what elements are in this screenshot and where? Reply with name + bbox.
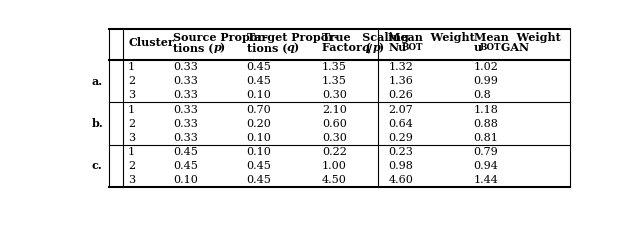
Text: 1.44: 1.44 <box>474 175 499 185</box>
Text: GAN: GAN <box>497 42 529 53</box>
Text: 0.64: 0.64 <box>388 119 413 129</box>
Text: 3: 3 <box>128 133 135 143</box>
Text: 1.36: 1.36 <box>388 76 413 86</box>
Text: 2: 2 <box>128 76 135 86</box>
Text: 1: 1 <box>128 147 135 157</box>
Text: BOT: BOT <box>402 43 423 52</box>
Text: Source Propor-: Source Propor- <box>173 32 268 43</box>
Text: 0.33: 0.33 <box>173 90 198 100</box>
Text: 0.33: 0.33 <box>173 105 198 115</box>
Text: 0.26: 0.26 <box>388 90 413 100</box>
Text: True   Scaling: True Scaling <box>322 32 409 43</box>
Text: 0.8: 0.8 <box>474 90 492 100</box>
Text: 2: 2 <box>128 161 135 171</box>
Text: 0.10: 0.10 <box>246 133 271 143</box>
Text: 1.02: 1.02 <box>474 62 499 72</box>
Text: q: q <box>287 42 294 53</box>
Text: 0.30: 0.30 <box>322 133 347 143</box>
Text: Mean  Weight: Mean Weight <box>474 32 561 43</box>
Text: BOT: BOT <box>480 43 501 52</box>
Text: tions (: tions ( <box>173 42 214 53</box>
Text: 1.18: 1.18 <box>474 105 499 115</box>
Text: 0.94: 0.94 <box>474 161 499 171</box>
Text: 0.22: 0.22 <box>322 147 347 157</box>
Text: /: / <box>368 42 372 53</box>
Text: Mean  Weight: Mean Weight <box>388 32 475 43</box>
Text: ): ) <box>378 42 383 53</box>
Text: Nu: Nu <box>388 42 406 53</box>
Text: 0.10: 0.10 <box>246 90 271 100</box>
Text: 0.29: 0.29 <box>388 133 413 143</box>
Text: b.: b. <box>92 118 104 129</box>
Text: 0.98: 0.98 <box>388 161 413 171</box>
Text: 1.32: 1.32 <box>388 62 413 72</box>
Text: 0.30: 0.30 <box>322 90 347 100</box>
Text: 0.45: 0.45 <box>246 76 271 86</box>
Text: u: u <box>474 42 482 53</box>
Text: q: q <box>362 42 370 53</box>
Text: 0.10: 0.10 <box>173 175 198 185</box>
Text: 0.33: 0.33 <box>173 62 198 72</box>
Text: 0.45: 0.45 <box>173 161 198 171</box>
Text: p: p <box>373 42 381 53</box>
Text: 0.88: 0.88 <box>474 119 499 129</box>
Text: a.: a. <box>92 76 103 87</box>
Text: 1.35: 1.35 <box>322 62 347 72</box>
Text: 1.00: 1.00 <box>322 161 347 171</box>
Text: 0.70: 0.70 <box>246 105 271 115</box>
Text: Cluster: Cluster <box>128 37 174 48</box>
Text: 0.81: 0.81 <box>474 133 499 143</box>
Text: 2: 2 <box>128 119 135 129</box>
Text: 0.10: 0.10 <box>246 147 271 157</box>
Text: 1: 1 <box>128 62 135 72</box>
Text: 0.79: 0.79 <box>474 147 499 157</box>
Text: 0.20: 0.20 <box>246 119 271 129</box>
Text: 0.33: 0.33 <box>173 76 198 86</box>
Text: 0.45: 0.45 <box>173 147 198 157</box>
Text: p: p <box>213 42 221 53</box>
Text: 2.10: 2.10 <box>322 105 347 115</box>
Text: 3: 3 <box>128 90 135 100</box>
Text: 0.60: 0.60 <box>322 119 347 129</box>
Text: 4.60: 4.60 <box>388 175 413 185</box>
Text: 4.50: 4.50 <box>322 175 347 185</box>
Text: 1: 1 <box>128 105 135 115</box>
Text: 0.45: 0.45 <box>246 175 271 185</box>
Text: Factor (: Factor ( <box>322 42 371 53</box>
Text: 0.45: 0.45 <box>246 62 271 72</box>
Text: Target Propor-: Target Propor- <box>246 32 339 43</box>
Text: 0.33: 0.33 <box>173 119 198 129</box>
Text: ): ) <box>293 42 298 53</box>
Text: 0.45: 0.45 <box>246 161 271 171</box>
Text: 3: 3 <box>128 175 135 185</box>
Text: 0.23: 0.23 <box>388 147 413 157</box>
Text: tions (: tions ( <box>246 42 287 53</box>
Text: ): ) <box>220 42 225 53</box>
Text: c.: c. <box>92 160 102 171</box>
Text: 1.35: 1.35 <box>322 76 347 86</box>
Text: 0.33: 0.33 <box>173 133 198 143</box>
Text: 2.07: 2.07 <box>388 105 413 115</box>
Text: 0.99: 0.99 <box>474 76 499 86</box>
